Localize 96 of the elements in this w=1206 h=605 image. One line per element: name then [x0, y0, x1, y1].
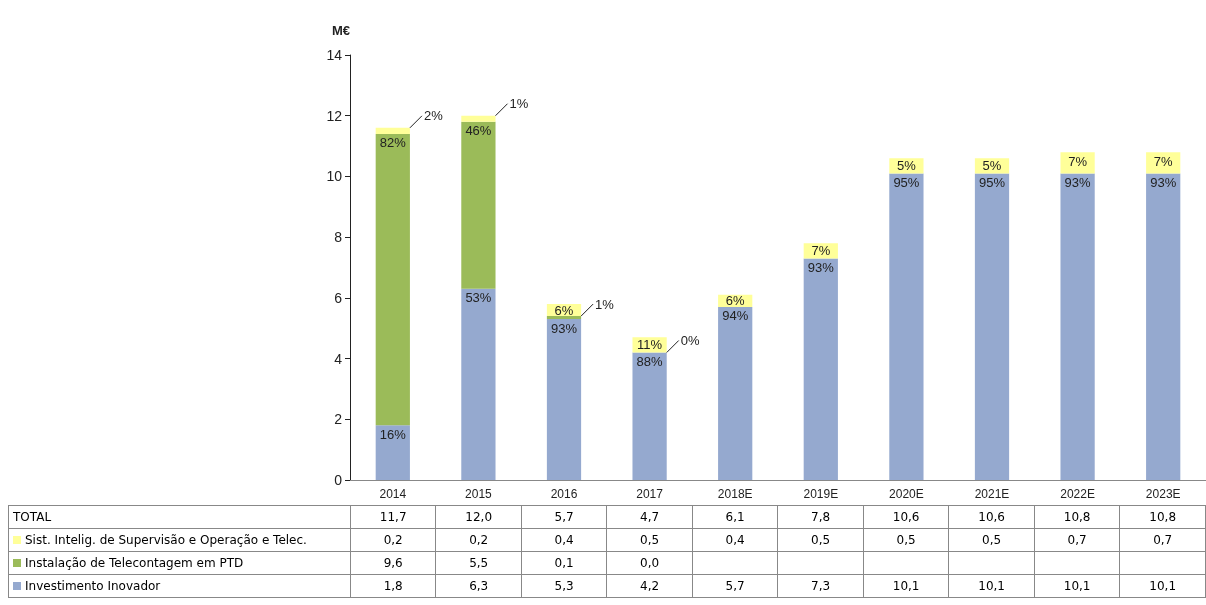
bar	[375, 133, 410, 426]
total-label: 10,6	[863, 505, 949, 529]
data-label: 5,7	[692, 574, 778, 598]
data-label: 0,7	[1034, 528, 1120, 552]
y-tick-label: 10	[326, 168, 343, 185]
data-label: 10,1	[1119, 574, 1206, 598]
data-label: 6,3	[435, 574, 522, 598]
data-label: 1,8	[350, 574, 436, 598]
annotation: 7%	[811, 243, 831, 259]
data-label: 0,5	[948, 528, 1035, 552]
y-tick-label: 12	[326, 107, 343, 124]
bar	[375, 425, 410, 480]
y-tick-label: 8	[334, 229, 343, 246]
bar	[1146, 173, 1181, 480]
annotation: 1%	[509, 96, 529, 112]
annotation: 93%	[1064, 174, 1092, 190]
data-label: 0,5	[606, 528, 693, 552]
annotation: 93%	[550, 320, 578, 336]
annotation: 16%	[379, 426, 407, 442]
data-label: 10,1	[863, 574, 949, 598]
x-tick-label: 2022E	[1060, 487, 1095, 501]
data-label: 10,1	[1034, 574, 1120, 598]
annotation: 0%	[680, 333, 700, 348]
x-tick-label: 2018E	[717, 487, 753, 501]
annotation: 2%	[423, 108, 444, 124]
total-label: 10,8	[1034, 505, 1120, 529]
total-label: 7,8	[777, 505, 864, 529]
annotation: 53%	[465, 290, 492, 306]
x-tick-label: 2015	[465, 487, 493, 501]
annotation: 88%	[636, 354, 664, 369]
x-tick-label: 2014	[379, 487, 407, 501]
bar	[718, 306, 753, 480]
y-tick-label: 4	[334, 350, 343, 367]
data-label: 0,7	[1119, 528, 1206, 552]
bar	[632, 352, 667, 480]
annotation: 7%	[1153, 153, 1174, 169]
y-axis-title: M€	[331, 23, 350, 38]
x-tick-label: 2021E	[974, 487, 1010, 501]
annotation: 5%	[897, 158, 917, 174]
total-label: 5,7	[521, 505, 607, 529]
bar	[803, 258, 838, 480]
data-label: 0,5	[863, 528, 949, 552]
bar	[1060, 173, 1095, 480]
y-tick-label: 0	[334, 472, 343, 488]
bar	[546, 319, 582, 480]
data-label: 9,6	[350, 551, 436, 575]
bar	[889, 173, 924, 480]
data-label: 0,2	[435, 528, 522, 552]
annotation: 6%	[725, 293, 746, 309]
x-tick-label: 2019E	[803, 487, 839, 501]
data-label: 0,1	[521, 551, 607, 575]
total-label: 10,6	[948, 505, 1035, 529]
annotation: 82%	[379, 135, 407, 151]
data-label: 5,5	[435, 551, 522, 575]
data-label: 0,5	[777, 528, 864, 552]
data-label: 0,0	[606, 551, 693, 575]
annotation: 11%	[637, 337, 663, 353]
legend-label: Investimento Inovador	[25, 579, 161, 593]
annotation: 7%	[1068, 153, 1088, 169]
annotation: 46%	[465, 123, 492, 139]
total-label: 12,0	[435, 505, 522, 529]
bar	[461, 121, 496, 289]
y-tick-label: 6	[334, 289, 343, 306]
data-label: 0,2	[350, 528, 436, 552]
data-label: 5,3	[521, 574, 607, 598]
annotation: 95%	[893, 174, 920, 190]
total-label: 4,7	[606, 505, 693, 529]
annotation: 6%	[554, 302, 574, 318]
bar	[546, 316, 582, 320]
bar	[974, 173, 1010, 480]
annotation: 93%	[1150, 174, 1177, 190]
y-tick-label: 2	[334, 411, 343, 428]
total-label: 11,7	[350, 505, 436, 529]
bar	[461, 288, 496, 480]
data-label: 0,4	[521, 528, 607, 552]
text: TOTAL	[8, 505, 351, 529]
x-tick-label: 2017	[636, 487, 664, 501]
data-label: 7,3	[777, 574, 864, 598]
total-label: 10,8	[1119, 505, 1206, 529]
y-tick-label: 14	[326, 47, 343, 63]
annotation: 95%	[978, 174, 1006, 190]
bar	[375, 127, 410, 134]
annotation: 1%	[595, 296, 615, 312]
data-label: 10,1	[948, 574, 1035, 598]
x-tick-label: 2020E	[889, 487, 924, 501]
legend-label: Sist. Intelig. de Supervisão e Operação e Telec.	[25, 533, 307, 547]
legend-label: Instalação de Telecontagem em PTD	[25, 556, 244, 570]
bar	[461, 115, 496, 122]
x-tick-label: 2023E	[1145, 487, 1181, 501]
total-label: 6,1	[692, 505, 778, 529]
annotation: 5%	[982, 158, 1002, 174]
data-label: 0,4	[692, 528, 778, 552]
annotation: 94%	[722, 308, 749, 324]
annotation: 93%	[807, 259, 835, 275]
x-tick-label: 2016	[550, 487, 578, 501]
data-label: 4,2	[606, 574, 693, 598]
